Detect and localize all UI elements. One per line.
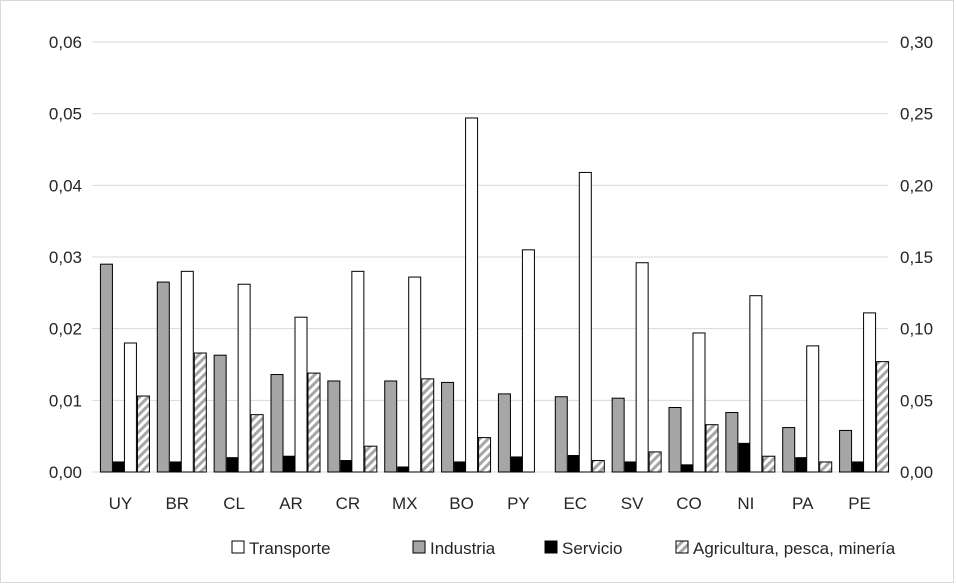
x-tick-label: BR: [165, 494, 189, 513]
bar-transporte: [408, 276, 422, 473]
x-tick-label: PY: [507, 494, 530, 513]
y-right-tick-label: 0,10: [900, 320, 933, 339]
y-right-tick-label: 0,30: [900, 33, 933, 52]
bar-industria: [554, 396, 568, 473]
legend-swatch: [544, 540, 558, 554]
bar-industria: [782, 427, 796, 473]
x-tick-label: NI: [737, 494, 754, 513]
bar-industria: [99, 263, 113, 473]
legend-swatch: [412, 540, 426, 554]
bar-agricultura: [307, 372, 321, 473]
bar-agricultura: [478, 437, 492, 473]
legend: Transporte Industria Servicio Agricultura, …: [231, 539, 896, 558]
bar-servicio: [510, 456, 524, 473]
legend-label: Servicio: [562, 539, 622, 558]
tick-labels: 0,00 0,00 0,01 0,05 0,02 0,10 0,03 0,15 0,04 0,20…: [49, 33, 933, 513]
y-right-tick-label: 0,00: [900, 463, 933, 482]
x-tick-label: MX: [392, 494, 418, 513]
bar-agricultura: [250, 414, 264, 473]
bar-agricultura: [876, 361, 890, 473]
y-left-tick-label: 0,05: [49, 105, 82, 124]
bar-industria: [384, 380, 398, 473]
bar-transporte: [123, 342, 137, 473]
legend-label: Agricultura, pesca, minería: [693, 539, 896, 558]
bar-servicio: [681, 464, 695, 473]
y-left-tick-label: 0,01: [49, 391, 82, 410]
bar-agricultura: [648, 451, 662, 473]
bar-industria: [327, 380, 341, 473]
x-tick-label: PE: [848, 494, 871, 513]
bars: [99, 117, 890, 473]
bar-servicio: [624, 461, 638, 473]
bar-transporte: [578, 171, 592, 473]
x-tick-label: UY: [109, 494, 133, 513]
gridlines: [92, 41, 888, 473]
bar-industria: [611, 397, 625, 473]
bar-servicio: [169, 461, 183, 473]
bar-agricultura: [591, 460, 605, 473]
bar-servicio: [283, 455, 297, 473]
bar-industria: [156, 281, 170, 473]
bar-servicio: [795, 457, 809, 473]
bar-industria: [213, 354, 227, 473]
bar-transporte: [806, 345, 820, 473]
bar-transporte: [180, 270, 194, 473]
bar-transporte: [465, 117, 479, 473]
x-tick-label: AR: [279, 494, 303, 513]
bar-servicio: [226, 457, 240, 473]
bar-transporte: [692, 332, 706, 473]
bar-industria: [270, 374, 284, 473]
y-left-tick-label: 0,02: [49, 320, 82, 339]
bar-agricultura: [421, 378, 435, 473]
bar-agricultura: [364, 445, 378, 473]
x-tick-label: CL: [223, 494, 245, 513]
bar-servicio: [738, 442, 752, 473]
bar-industria: [441, 381, 455, 473]
bar-servicio: [852, 461, 866, 473]
x-tick-label: SV: [621, 494, 644, 513]
bar-industria: [497, 393, 511, 473]
legend-label: Industria: [430, 539, 496, 558]
bar-servicio: [397, 466, 411, 473]
y-left-tick-label: 0,04: [49, 176, 82, 195]
bar-transporte: [351, 270, 365, 473]
bar-transporte: [863, 312, 877, 473]
legend-label: Transporte: [249, 539, 331, 558]
legend-swatch: [231, 540, 245, 554]
bar-agricultura: [136, 395, 150, 473]
bar-agricultura: [819, 461, 833, 473]
bar-agricultura: [705, 424, 719, 473]
bar-industria: [668, 407, 682, 473]
bar-transporte: [749, 295, 763, 473]
bar-transporte: [635, 262, 649, 473]
bar-transporte: [294, 316, 308, 473]
legend-swatch: [675, 540, 689, 554]
bar-transporte: [521, 249, 535, 473]
bar-transporte: [237, 283, 251, 473]
y-left-tick-label: 0,03: [49, 248, 82, 267]
bar-industria: [839, 429, 853, 473]
y-left-tick-label: 0,06: [49, 33, 82, 52]
bar-agricultura: [193, 352, 207, 473]
y-right-tick-label: 0,20: [900, 176, 933, 195]
bar-agricultura: [762, 455, 776, 473]
y-right-tick-label: 0,25: [900, 105, 933, 124]
bar-industria: [725, 412, 739, 473]
x-tick-label: PA: [792, 494, 814, 513]
y-left-tick-label: 0,00: [49, 463, 82, 482]
y-right-tick-label: 0,05: [900, 391, 933, 410]
x-tick-label: EC: [563, 494, 587, 513]
y-right-tick-label: 0,15: [900, 248, 933, 267]
bar-servicio: [340, 460, 354, 473]
x-tick-label: CO: [676, 494, 702, 513]
bar-servicio: [112, 461, 126, 473]
x-tick-label: CR: [336, 494, 361, 513]
bar-servicio: [454, 461, 468, 473]
x-tick-label: BO: [449, 494, 474, 513]
bar-servicio: [567, 455, 581, 473]
